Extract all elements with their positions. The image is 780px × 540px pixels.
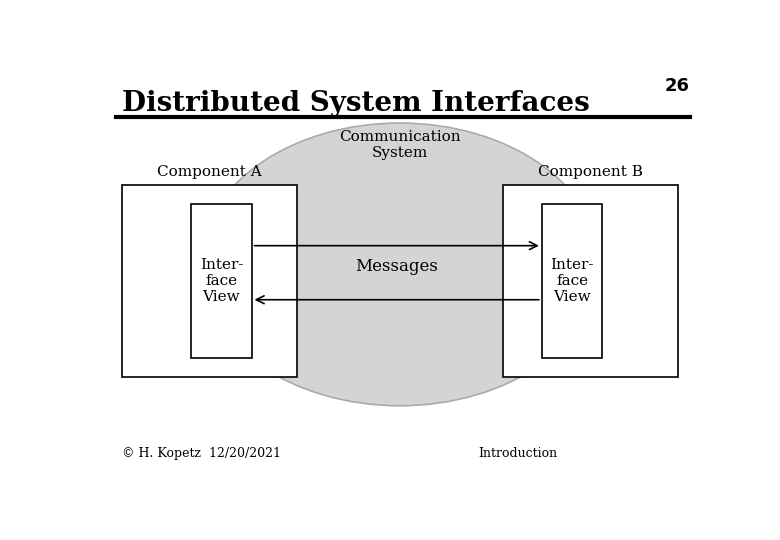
Bar — [542, 204, 602, 358]
Text: Communication
System: Communication System — [339, 130, 460, 160]
Text: Inter-
face
View: Inter- face View — [550, 258, 594, 304]
Text: Distributed System Interfaces: Distributed System Interfaces — [122, 90, 590, 117]
Bar — [122, 185, 297, 377]
Text: 26: 26 — [665, 77, 690, 95]
Text: Component A: Component A — [157, 165, 262, 179]
Text: Messages: Messages — [356, 258, 438, 275]
Bar — [191, 204, 252, 358]
Text: Inter-
face
View: Inter- face View — [200, 258, 243, 304]
Text: Component B: Component B — [537, 165, 643, 179]
Ellipse shape — [200, 123, 599, 406]
Bar — [502, 185, 678, 377]
Text: © H. Kopetz  12/20/2021: © H. Kopetz 12/20/2021 — [122, 447, 281, 460]
Text: Introduction: Introduction — [478, 447, 558, 460]
